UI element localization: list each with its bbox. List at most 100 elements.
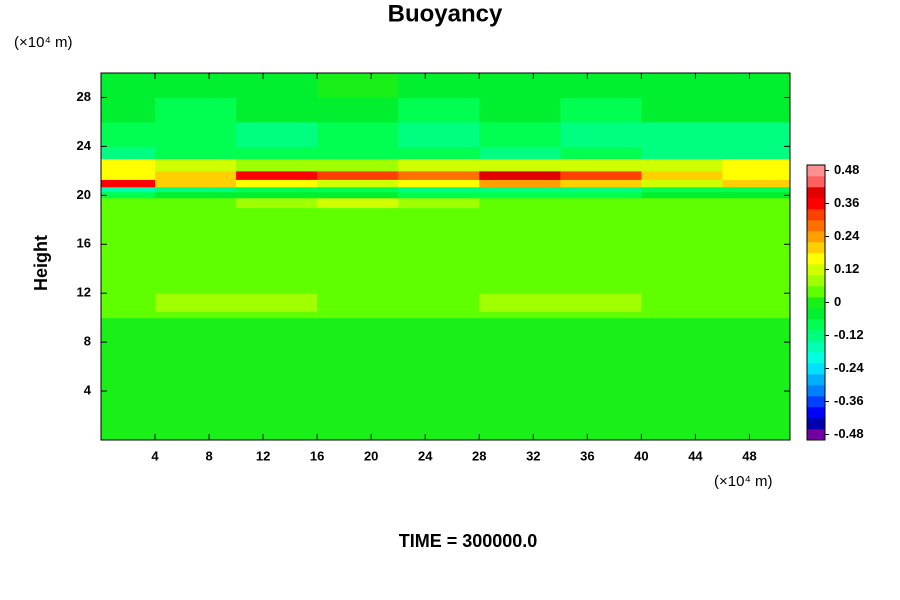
heat-cell: [317, 179, 399, 188]
heat-cell: [560, 311, 642, 319]
heat-cell: [641, 170, 723, 180]
x-tick-label: 32: [526, 448, 540, 463]
colorbar-tick-label: 0: [834, 294, 841, 309]
heat-cell: [722, 207, 791, 294]
heat-cell: [317, 317, 399, 441]
heat-cell: [155, 121, 237, 147]
heat-cell: [155, 179, 237, 188]
y-tick-label: 8: [84, 334, 91, 349]
heat-cell: [560, 146, 642, 160]
colorbar-band: [807, 330, 825, 342]
colorbar-band: [807, 209, 825, 221]
heat-cell: [155, 197, 237, 209]
heat-cell: [155, 73, 237, 98]
colorbar-band: [807, 385, 825, 397]
colorbar-tick-label: 0.24: [834, 228, 860, 243]
chart-title: Buoyancy: [388, 0, 503, 27]
heat-cell: [641, 317, 723, 441]
heat-cell: [479, 311, 561, 319]
colorbar-band: [807, 176, 825, 188]
heat-cell: [155, 207, 237, 294]
heat-cell: [479, 197, 561, 209]
heat-cell: [317, 186, 399, 193]
x-tick-label: 20: [364, 448, 378, 463]
heat-cell: [560, 186, 642, 193]
heat-cell: [101, 121, 156, 147]
heat-cell: [641, 186, 723, 193]
heat-cell: [560, 121, 642, 147]
heat-cell: [722, 158, 791, 172]
y-tick-label: 12: [77, 285, 91, 300]
heat-cell: [317, 207, 399, 294]
heat-cell: [398, 186, 480, 193]
heat-cell: [317, 97, 399, 123]
heat-cell: [479, 191, 561, 199]
heat-cell: [236, 311, 318, 319]
heat-cell: [317, 191, 399, 199]
heat-cell: [236, 207, 318, 294]
colorbar-band: [807, 374, 825, 386]
heat-cell: [155, 293, 237, 313]
heat-cell: [722, 179, 791, 188]
heat-cell: [722, 186, 791, 193]
y-unit: (×10⁴ m): [14, 34, 73, 51]
x-tick-label: 8: [205, 448, 212, 463]
heat-cell: [236, 179, 318, 188]
colorbar-tick-label: -0.12: [834, 327, 864, 342]
heat-cell: [398, 146, 480, 160]
heat-cell: [155, 158, 237, 172]
colorbar-band: [807, 198, 825, 210]
colorbar-tick-label: 0.36: [834, 195, 859, 210]
heat-cell: [317, 121, 399, 147]
heat-cell: [101, 191, 156, 199]
heat-cell: [317, 146, 399, 160]
heat-cell: [722, 170, 791, 180]
heat-cell: [101, 97, 156, 123]
heat-cell: [560, 73, 642, 98]
heat-cell: [722, 73, 791, 98]
heat-cell: [641, 146, 723, 160]
colorbar-band: [807, 418, 825, 430]
heat-cell: [641, 121, 723, 147]
heat-cell: [236, 73, 318, 98]
heat-cell: [236, 293, 318, 313]
heat-cell: [155, 170, 237, 180]
x-tick-label: 12: [256, 448, 270, 463]
heat-cell: [560, 207, 642, 294]
heat-cell: [101, 158, 156, 172]
colorbar-band: [807, 275, 825, 287]
colorbar-band: [807, 231, 825, 243]
heat-cell: [101, 197, 156, 209]
heat-cell: [236, 317, 318, 441]
colorbar-band: [807, 308, 825, 320]
heat-cell: [479, 293, 561, 313]
y-tick-label: 28: [77, 89, 91, 104]
colorbar-band: [807, 363, 825, 375]
heat-cell: [101, 73, 156, 98]
heat-cell: [398, 121, 480, 147]
colorbar-tick-label: 0.48: [834, 162, 859, 177]
heat-cell: [479, 73, 561, 98]
heat-cell: [560, 158, 642, 172]
heat-cell: [101, 317, 156, 441]
heat-cell: [236, 170, 318, 180]
colorbar-band: [807, 220, 825, 232]
heat-cell: [560, 317, 642, 441]
heat-cell: [398, 73, 480, 98]
x-tick-label: 4: [151, 448, 159, 463]
heat-cell: [236, 146, 318, 160]
heat-cell: [479, 121, 561, 147]
heat-cell: [641, 97, 723, 123]
colorbar-tick-label: -0.36: [834, 393, 864, 408]
heat-cell: [317, 73, 399, 98]
colorbar-band: [807, 165, 825, 177]
heat-cell: [722, 317, 791, 441]
heat-cell: [398, 191, 480, 199]
heat-cell: [641, 293, 723, 313]
heat-cell: [101, 170, 156, 180]
heat-cell: [560, 97, 642, 123]
x-tick-label: 36: [580, 448, 594, 463]
colorbar-tick-label: -0.24: [834, 360, 864, 375]
heat-cell: [641, 311, 723, 319]
